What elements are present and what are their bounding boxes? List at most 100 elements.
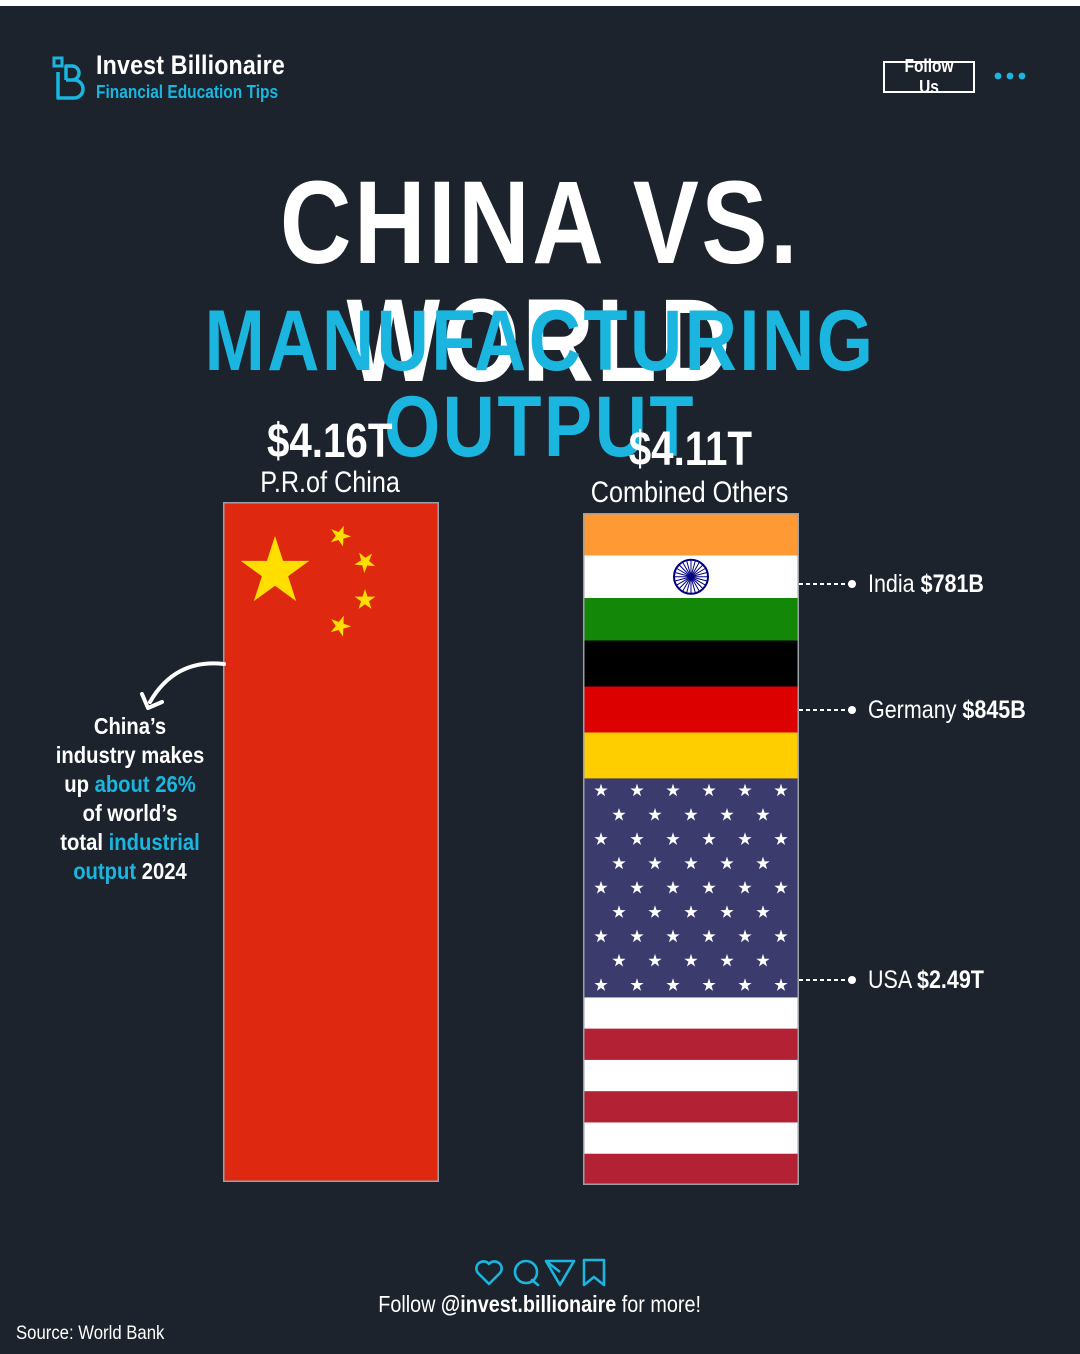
chakra-spoke bbox=[690, 571, 708, 578]
chakra-spoke bbox=[690, 560, 696, 577]
usa-star bbox=[648, 807, 662, 821]
usa-star bbox=[612, 953, 626, 967]
usa-star bbox=[720, 905, 734, 918]
usa-star bbox=[630, 832, 644, 845]
usa-star bbox=[738, 832, 752, 845]
follow-prefix: Follow bbox=[378, 1291, 436, 1317]
usa-star bbox=[666, 832, 680, 845]
china-small-star bbox=[354, 589, 376, 609]
follow-us-button[interactable]: Follow Us bbox=[883, 56, 975, 97]
annotation-word: industry makes bbox=[55, 742, 205, 768]
social-actions bbox=[475, 1258, 606, 1287]
ellipsis-icon[interactable] bbox=[994, 66, 1030, 86]
chakra-spoke bbox=[674, 571, 692, 578]
brand-tagline: Financial Education Tips bbox=[96, 82, 279, 102]
annotation-word: up bbox=[64, 771, 89, 797]
usa-star bbox=[684, 953, 698, 967]
usa-star bbox=[666, 929, 680, 943]
usa-star bbox=[720, 856, 734, 870]
annotation-word: 2024 bbox=[141, 858, 187, 884]
usa-star bbox=[702, 929, 716, 943]
usa-star bbox=[756, 953, 770, 967]
brand-name: Invest Billionaire bbox=[96, 50, 285, 80]
chakra-spoke bbox=[674, 576, 692, 582]
share-icon[interactable] bbox=[544, 1259, 576, 1287]
others-value-text: $4.11T bbox=[628, 423, 752, 476]
usa-star bbox=[612, 807, 626, 821]
chakra-spoke bbox=[690, 564, 704, 578]
follow-suffix: for more! bbox=[622, 1291, 702, 1317]
annotation-highlight: output bbox=[73, 858, 137, 884]
india-saffron-band bbox=[583, 513, 799, 556]
chakra-spoke bbox=[690, 576, 704, 590]
china-flag-field bbox=[223, 502, 439, 1182]
china-value-label: $4.16T bbox=[180, 418, 480, 466]
usa-star bbox=[684, 807, 698, 821]
usa-star bbox=[774, 880, 788, 894]
chakra-spoke bbox=[676, 576, 692, 586]
usa-star bbox=[594, 832, 608, 845]
others-stacked-bar bbox=[583, 513, 799, 1185]
annotation-highlight: about 26% bbox=[94, 771, 196, 797]
comment-icon[interactable] bbox=[513, 1259, 540, 1287]
usa-star bbox=[630, 978, 644, 991]
annotation-word: of world’s bbox=[82, 800, 178, 826]
usa-star bbox=[648, 905, 662, 918]
usa-stripe bbox=[583, 1122, 799, 1155]
china-large-star bbox=[240, 536, 310, 602]
usa-star bbox=[738, 783, 752, 797]
usa-star bbox=[648, 856, 662, 870]
germany-black-band bbox=[583, 640, 799, 687]
usa-star bbox=[702, 832, 716, 845]
usa-leader-line bbox=[799, 976, 856, 984]
usa-star bbox=[774, 978, 788, 991]
account-handle-link[interactable]: @invest.billionaire bbox=[441, 1291, 617, 1317]
germany-leader-line bbox=[799, 706, 856, 714]
usa-star bbox=[612, 856, 626, 870]
curved-arrow-icon bbox=[140, 661, 226, 710]
usa-star bbox=[666, 880, 680, 894]
chakra-spoke bbox=[690, 567, 706, 578]
annotation-word: total bbox=[60, 829, 104, 855]
chakra-spoke bbox=[678, 564, 692, 578]
usa-star bbox=[774, 783, 788, 797]
chakra-spoke bbox=[686, 560, 692, 577]
chakra-spoke bbox=[690, 576, 706, 586]
china-category-text: P.R.of China bbox=[260, 466, 400, 499]
usa-star bbox=[684, 856, 698, 870]
china-bar bbox=[223, 502, 439, 1182]
follow-us-label: Follow Us bbox=[904, 56, 954, 97]
chakra-spoke bbox=[682, 561, 692, 578]
germany-red-band bbox=[583, 686, 799, 733]
brand-logo-icon bbox=[52, 56, 85, 100]
usa-value: $2.49T bbox=[917, 966, 984, 994]
page-subtitle: MANUFACTURING OUTPUT bbox=[0, 298, 1080, 470]
annotation-word: China’s bbox=[93, 713, 167, 739]
india-name: India bbox=[868, 570, 915, 598]
usa-star bbox=[630, 929, 644, 943]
usa-star bbox=[774, 929, 788, 943]
usa-stripe bbox=[583, 1028, 799, 1061]
usa-star bbox=[666, 978, 680, 991]
bookmark-icon[interactable] bbox=[582, 1258, 606, 1287]
usa-star bbox=[756, 905, 770, 918]
china-small-star bbox=[354, 552, 376, 573]
usa-star bbox=[702, 978, 716, 991]
usa-star bbox=[666, 783, 680, 797]
india-value: $781B bbox=[920, 570, 984, 598]
usa-name: USA bbox=[868, 966, 912, 994]
infographic-card: Invest Billionaire Financial Education T… bbox=[0, 6, 1080, 1354]
china-share-annotation: China’s industry makes up about 26% of w… bbox=[30, 712, 230, 886]
usa-star bbox=[594, 783, 608, 797]
chakra-spoke bbox=[690, 561, 700, 578]
usa-star bbox=[738, 880, 752, 894]
heart-icon[interactable] bbox=[475, 1260, 503, 1286]
usa-stripe bbox=[583, 1153, 799, 1185]
india-label: India $781B bbox=[868, 572, 1003, 597]
usa-star bbox=[684, 905, 698, 918]
chakra-spoke bbox=[690, 576, 708, 582]
usa-star bbox=[594, 929, 608, 943]
chakra-spoke bbox=[690, 576, 696, 594]
annotation-highlight: industrial bbox=[108, 829, 200, 855]
others-category-label: Combined Others bbox=[540, 478, 840, 508]
